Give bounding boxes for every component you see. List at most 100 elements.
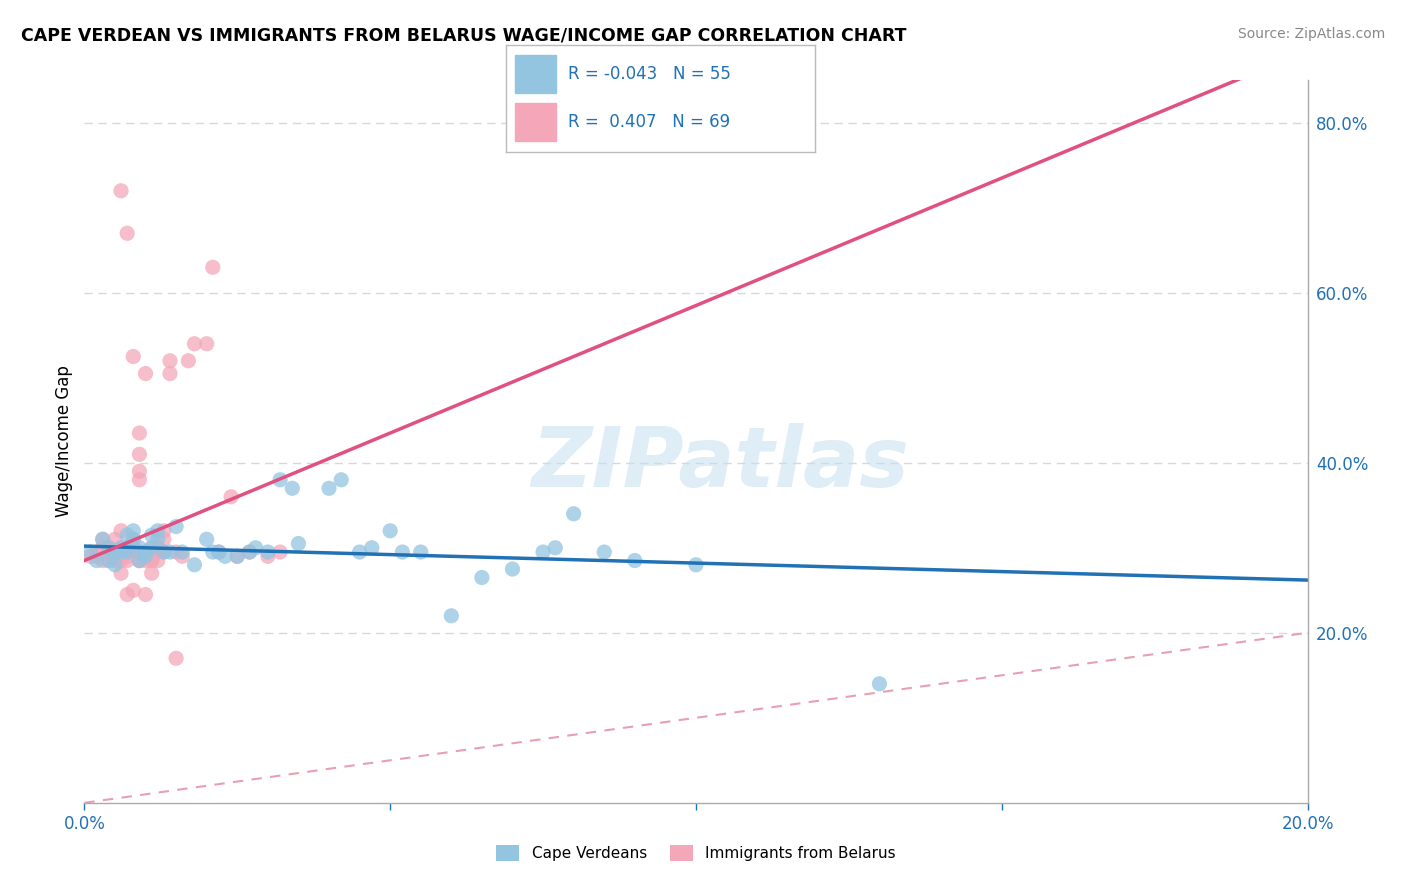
Point [86,553,108,567]
Point [195,336,218,351]
Point [122,541,145,555]
Point [165,651,187,665]
Bar [516,55,555,93]
Point [869,677,891,691]
Point [201,260,224,275]
Bar [516,103,555,141]
Point [391,545,413,559]
Text: ZIPatlas: ZIPatlas [531,423,910,504]
Point [257,545,280,559]
Point [153,533,176,547]
Point [135,545,157,559]
Point [122,541,145,555]
Point [110,184,132,198]
Point [257,549,280,564]
Point [141,541,163,555]
Point [110,541,132,555]
Point [624,553,647,567]
Point [219,490,242,504]
Point [165,519,187,533]
Point [544,541,567,555]
Point [91,533,114,547]
Point [104,545,127,559]
Point [110,524,132,538]
Point [128,541,150,555]
Point [135,588,157,602]
Point [153,524,176,538]
Point [128,473,150,487]
Point [245,541,267,555]
Point [110,553,132,567]
Point [172,545,194,559]
Point [159,367,181,381]
Point [562,507,585,521]
Point [146,524,169,538]
Text: R = -0.043   N = 55: R = -0.043 N = 55 [568,65,731,83]
Point [104,545,127,559]
Point [110,545,132,559]
Point [159,353,181,368]
Point [122,583,145,598]
Point [97,553,120,567]
Point [91,553,114,567]
Point [238,545,260,559]
Point [115,549,138,564]
Point [146,545,169,559]
Point [177,353,200,368]
Point [360,541,382,555]
Point [104,558,127,572]
Text: CAPE VERDEAN VS IMMIGRANTS FROM BELARUS WAGE/INCOME GAP CORRELATION CHART: CAPE VERDEAN VS IMMIGRANTS FROM BELARUS … [21,27,907,45]
Point [91,541,114,555]
Point [79,545,101,559]
Point [110,541,132,555]
Point [115,553,138,567]
Point [115,545,138,559]
Point [208,545,231,559]
Legend: Cape Verdeans, Immigrants from Belarus: Cape Verdeans, Immigrants from Belarus [491,839,901,867]
Point [104,533,127,547]
Point [115,545,138,559]
Point [141,541,163,555]
Point [122,533,145,547]
Point [135,545,157,559]
Point [226,549,249,564]
Point [141,545,163,559]
Text: R =  0.407   N = 69: R = 0.407 N = 69 [568,113,730,131]
Point [281,481,304,495]
Point [153,545,176,559]
Point [115,545,138,559]
Point [128,425,150,440]
Point [471,570,494,584]
Point [128,464,150,478]
Point [349,545,371,559]
Point [153,545,176,559]
Point [128,553,150,567]
Point [110,545,132,559]
Point [97,541,120,555]
Point [183,336,205,351]
Point [195,533,218,547]
Point [146,541,169,555]
Point [115,227,138,241]
Point [135,549,157,564]
Point [172,549,194,564]
Point [502,562,524,576]
Point [97,541,120,555]
Point [159,545,181,559]
Point [165,545,187,559]
Y-axis label: Wage/Income Gap: Wage/Income Gap [55,366,73,517]
Point [135,553,157,567]
Point [122,350,145,364]
Point [330,473,353,487]
Point [86,549,108,564]
Point [141,553,163,567]
Point [141,553,163,567]
Text: Source: ZipAtlas.com: Source: ZipAtlas.com [1237,27,1385,41]
Point [440,608,463,623]
Point [135,367,157,381]
Point [380,524,402,538]
Point [183,558,205,572]
Point [208,545,231,559]
Point [318,481,340,495]
Point [146,553,169,567]
